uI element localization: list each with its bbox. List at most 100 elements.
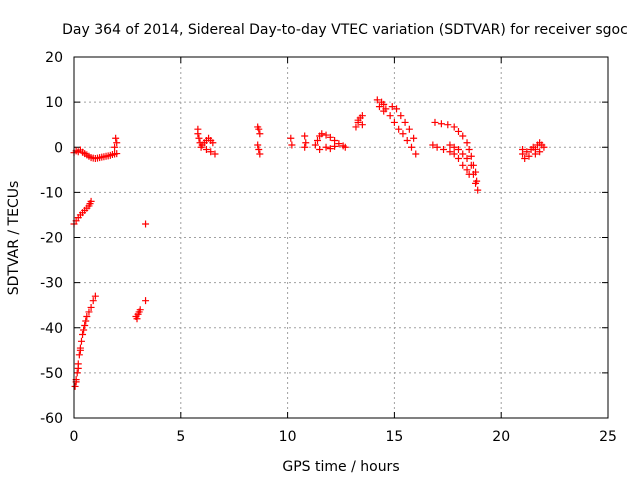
series-seg-11-13h [311, 130, 349, 154]
data-point-plus [454, 127, 462, 135]
data-point-plus [395, 125, 403, 133]
data-point-plus [316, 146, 324, 154]
data-point-plus [521, 155, 529, 163]
data-point-plus [531, 150, 539, 158]
data-point-plus [469, 170, 477, 178]
data-point-plus [113, 139, 121, 147]
data-point-plus [352, 123, 360, 131]
data-point-plus [255, 125, 263, 133]
x-tick-label: 0 [70, 429, 79, 445]
plot-frame [73, 56, 609, 419]
y-tick-label: 10 [45, 95, 63, 111]
y-tick-label: 20 [45, 50, 63, 66]
data-point-plus [380, 107, 388, 115]
data-point-plus [211, 150, 219, 158]
data-point-plus [540, 143, 548, 151]
data-point-plus [142, 220, 150, 228]
series-seg-0-1h-rise-from-minus53 [71, 292, 99, 390]
y-tick-label: -10 [40, 185, 63, 201]
series-seg-8.6h [254, 123, 264, 158]
data-point-plus [450, 123, 458, 131]
y-tick-label: -30 [40, 276, 63, 292]
data-point-plus [311, 141, 319, 149]
data-point-plus [450, 143, 458, 151]
data-point-plus [256, 150, 264, 158]
x-tick-label: 5 [176, 429, 185, 445]
data-point-plus [459, 150, 467, 158]
data-point-plus [440, 146, 448, 154]
data-point-plus [375, 103, 383, 111]
data-point-plus [446, 148, 454, 156]
data-point-plus [75, 351, 83, 359]
series-seg-10h [287, 132, 310, 151]
data-point-plus [519, 146, 527, 154]
data-point-plus [202, 146, 210, 154]
data-point-plus [410, 134, 418, 142]
data-point-plus [301, 143, 309, 151]
y-tick-label: -40 [40, 321, 63, 337]
data-point-plus [459, 132, 467, 140]
data-point-plus [89, 297, 97, 305]
y-tick-label: -50 [40, 366, 63, 382]
series-seg-17-19h-descending [429, 118, 482, 194]
data-point-plus [112, 134, 120, 142]
data-point-plus [463, 166, 471, 174]
data-point-plus [373, 96, 381, 104]
data-point-plus [287, 134, 295, 142]
data-point-plus [73, 369, 81, 377]
data-point-plus [390, 118, 398, 126]
data-point-plus [431, 118, 439, 126]
data-point-plus [136, 306, 144, 314]
data-point-plus [254, 141, 262, 149]
data-point-plus [111, 143, 119, 151]
data-point-plus [393, 105, 401, 113]
data-point-plus [113, 150, 121, 158]
data-point-plus [194, 130, 202, 138]
data-point-plus [380, 100, 388, 108]
chart-title: Day 364 of 2014, Sidereal Day-to-day VTE… [62, 22, 628, 38]
data-point-plus [87, 197, 95, 205]
data-point-plus [255, 146, 263, 154]
data-point-plus [407, 143, 415, 151]
y-tick-label: -60 [40, 411, 63, 427]
data-point-plus [412, 150, 420, 158]
data-point-plus [302, 139, 310, 147]
data-point-plus [256, 130, 264, 138]
data-point-plus [444, 121, 452, 129]
data-point-plus [335, 140, 343, 148]
data-point-plus [74, 364, 82, 372]
data-point-plus [79, 331, 87, 339]
data-point-plus [82, 317, 90, 325]
x-tick-label: 20 [492, 429, 510, 445]
data-point-plus [331, 142, 339, 150]
data-point-plus [207, 148, 215, 156]
data-point-plus [322, 131, 330, 139]
series-seg-13.5h [352, 112, 366, 131]
data-point-plus [386, 112, 394, 120]
data-point-plus [433, 143, 441, 151]
data-point-plus [454, 146, 462, 154]
data-point-plus [401, 118, 409, 126]
data-point-plus [142, 297, 150, 305]
data-point-plus [405, 125, 413, 133]
data-point-plus [397, 112, 405, 120]
x-tick-label: 15 [385, 429, 403, 445]
data-point-plus [467, 152, 475, 160]
series-seg-21-22h [519, 139, 548, 163]
data-point-plus [463, 139, 471, 147]
data-point-plus [536, 148, 544, 156]
data-point-plus [454, 155, 462, 163]
data-point-plus [523, 148, 531, 156]
data-point-plus [288, 141, 296, 149]
data-point-plus [463, 155, 471, 163]
data-point-plus [318, 130, 326, 138]
series-seg-3h-minus37 [132, 306, 144, 323]
data-point-plus [474, 186, 482, 194]
data-point-plus [326, 133, 334, 141]
data-point-plus [467, 161, 475, 169]
data-point-plus [326, 145, 334, 153]
data-point-plus [358, 112, 366, 120]
data-point-plus [459, 161, 467, 169]
